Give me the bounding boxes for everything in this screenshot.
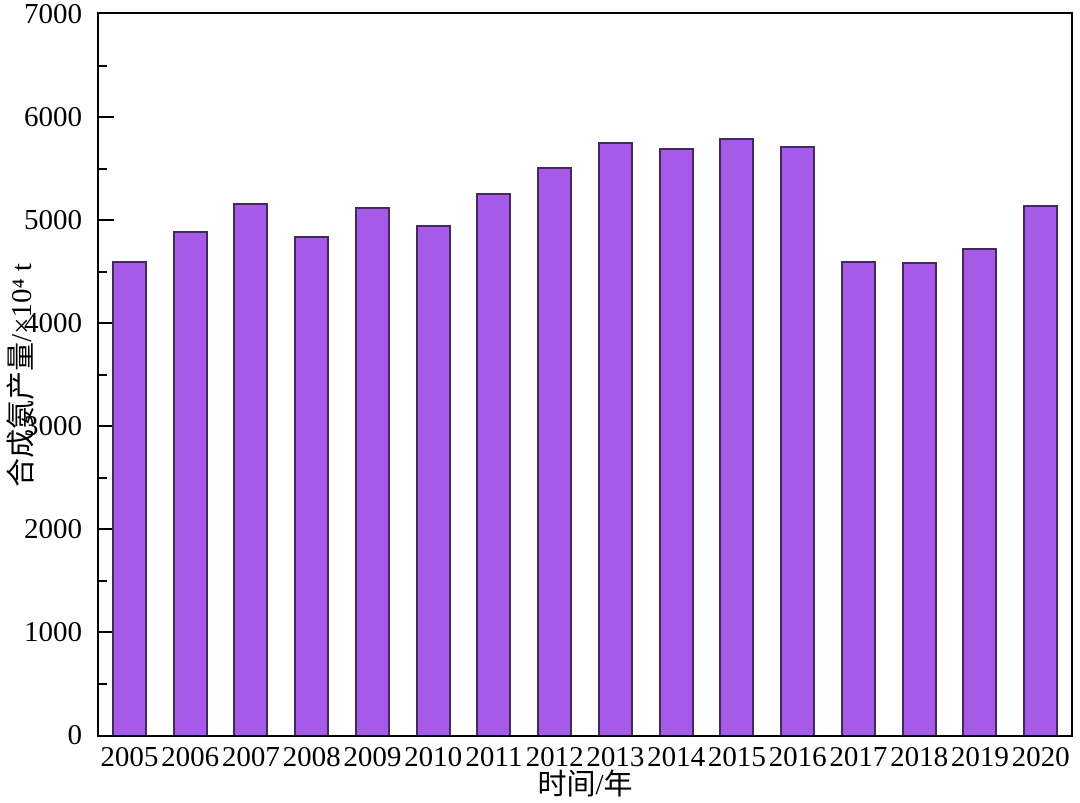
- x-tick-label-2007: 2007: [221, 741, 280, 773]
- x-tick-label-2016: 2016: [768, 741, 827, 773]
- bar-2007: [233, 203, 269, 735]
- bar-2009: [354, 207, 390, 735]
- bar-2018: [901, 261, 937, 735]
- bar-2010: [415, 225, 451, 735]
- x-tick-label-2014: 2014: [647, 741, 706, 773]
- bar-2014: [658, 147, 694, 735]
- y-minor-tick: [99, 579, 107, 582]
- x-tick-label-2009: 2009: [343, 741, 402, 773]
- y-minor-tick: [99, 682, 107, 685]
- x-tick-label-2017: 2017: [829, 741, 888, 773]
- y-tick-label-2000: 2000: [24, 513, 82, 545]
- bar-2008: [294, 236, 330, 735]
- y-tick-label-3000: 3000: [24, 410, 82, 442]
- x-tick-label-2005: 2005: [100, 741, 159, 773]
- plot-area: [97, 12, 1073, 737]
- x-tick-label-2020: 2020: [1011, 741, 1070, 773]
- y-tick-label-6000: 6000: [24, 101, 82, 133]
- y-minor-tick: [99, 270, 107, 273]
- y-tick-label-7000: 7000: [24, 0, 82, 30]
- x-tick-label-2015: 2015: [707, 741, 766, 773]
- bar-2011: [476, 193, 512, 735]
- x-tick-label-2012: 2012: [525, 741, 584, 773]
- y-minor-tick: [99, 64, 107, 67]
- bar-2015: [719, 137, 755, 735]
- x-tick-label-2008: 2008: [282, 741, 341, 773]
- x-tick-label-2010: 2010: [404, 741, 463, 773]
- x-tick-label-2019: 2019: [950, 741, 1009, 773]
- bar-2020: [1023, 204, 1059, 735]
- bar-2019: [962, 247, 998, 735]
- bar-2012: [537, 166, 573, 735]
- x-tick-label-2006: 2006: [161, 741, 220, 773]
- x-tick-label-2011: 2011: [465, 741, 523, 773]
- bar-2016: [780, 146, 816, 735]
- y-axis-title: 合成氨产量/×10⁴ t: [6, 262, 38, 487]
- bar-2006: [172, 230, 208, 735]
- y-major-tick: [99, 219, 114, 221]
- bar-2017: [840, 260, 876, 735]
- y-minor-tick: [99, 167, 107, 170]
- y-minor-tick: [99, 373, 107, 376]
- y-tick-label-1000: 1000: [24, 616, 82, 648]
- bar-2013: [597, 141, 633, 735]
- y-tick-label-0: 0: [67, 719, 83, 751]
- y-tick-label-5000: 5000: [24, 204, 82, 236]
- y-tick-label-4000: 4000: [24, 307, 82, 339]
- x-tick-label-2018: 2018: [890, 741, 949, 773]
- y-major-tick: [99, 116, 114, 118]
- y-major-tick: [99, 631, 114, 633]
- x-tick-label-2013: 2013: [586, 741, 645, 773]
- bar-2005: [111, 261, 147, 735]
- y-major-tick: [99, 528, 114, 530]
- x-axis-title: 时间/年: [537, 769, 633, 801]
- y-minor-tick: [99, 476, 107, 479]
- y-major-tick: [99, 425, 114, 427]
- y-major-tick: [99, 322, 114, 324]
